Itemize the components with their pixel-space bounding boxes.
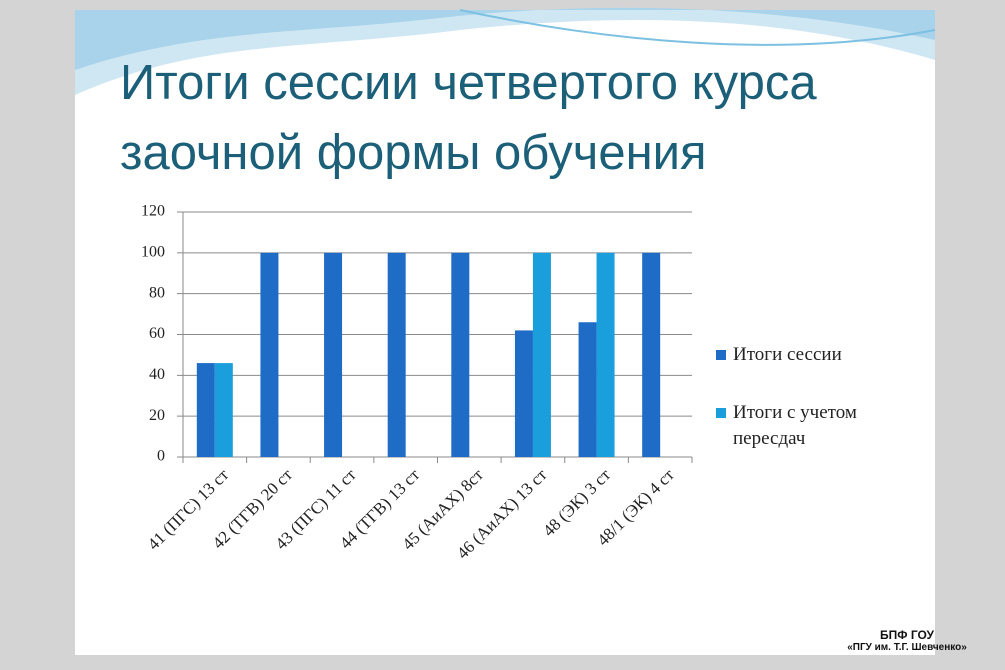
bar: [642, 252, 661, 457]
bar: [324, 252, 343, 457]
bar: [260, 252, 279, 457]
logo-line: БПФ ГОУ: [880, 628, 934, 642]
bar: [578, 322, 597, 457]
y-tick-label: 60: [149, 325, 165, 342]
slide: [75, 10, 935, 655]
bar: [451, 252, 470, 457]
legend-swatch: [716, 408, 726, 418]
slide-title: Итоги сессии четвертого курса заочной фо…: [120, 56, 817, 180]
bar: [196, 363, 215, 457]
y-tick-label: 20: [149, 407, 165, 424]
bar: [514, 330, 533, 457]
legend-label: Итоги сессии: [733, 344, 842, 365]
bar: [214, 363, 233, 457]
y-tick-label: 0: [157, 448, 165, 465]
bar: [532, 252, 551, 457]
legend-swatch: [716, 350, 726, 360]
wave: [75, 10, 935, 95]
y-tick-label: 40: [149, 366, 165, 383]
y-tick-label: 120: [141, 203, 165, 220]
logo-line: «ПГУ им. Т.Г. Шевченко»: [847, 642, 967, 653]
y-tick-label: 100: [141, 244, 165, 261]
wave: [459, 9, 936, 46]
bar: [596, 252, 615, 457]
bar: [387, 252, 406, 457]
legend-label: Итоги с учетом пересдач: [733, 402, 857, 449]
wave: [75, 7, 935, 70]
y-tick-label: 80: [149, 284, 165, 301]
